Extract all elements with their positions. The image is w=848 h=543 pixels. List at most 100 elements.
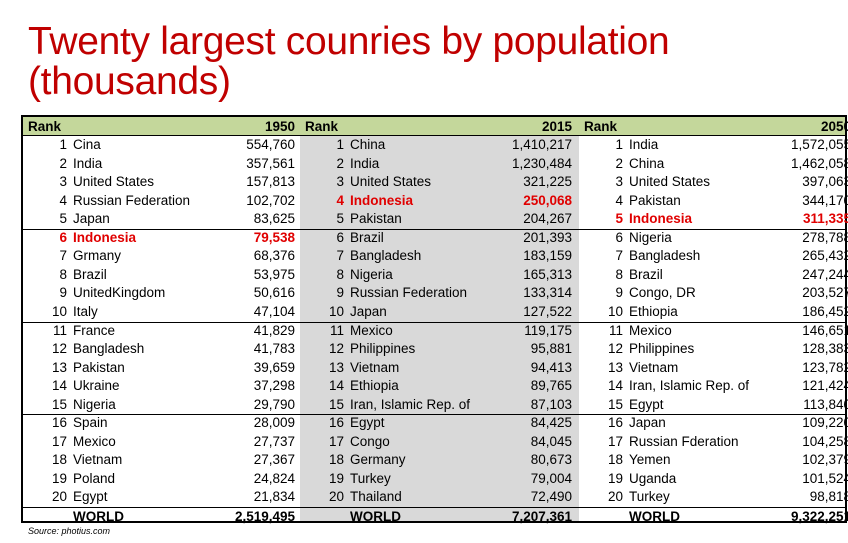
rank-cell: 9 <box>59 285 67 301</box>
country-cell: Thailand <box>350 489 402 505</box>
country-cell: Brazil <box>350 229 384 245</box>
table-row: 1 Cina 554,760 <box>23 136 295 155</box>
country-cell: Russian Federation <box>350 285 468 301</box>
rank-cell: 13 <box>328 359 344 375</box>
rank-cell: 8 <box>336 266 344 282</box>
rank-cell: 18 <box>51 452 67 468</box>
country-cell: Iran, Islamic Rep. of <box>350 396 471 412</box>
table-row: 7 Bangladesh 183,159 <box>300 247 572 266</box>
table-row: 11 France 41,829 <box>23 322 295 341</box>
country-cell: United States <box>350 174 432 190</box>
rank-cell: 18 <box>607 452 623 468</box>
table-row: 19 Turkey 79,004 <box>300 470 572 489</box>
country-cell: Bangladesh <box>629 248 701 264</box>
country-cell: Cina <box>73 137 101 152</box>
table-row: 3 United States 157,813 <box>23 173 295 192</box>
table-row: 5 Pakistan 204,267 <box>300 210 572 229</box>
rank-cell: 17 <box>328 433 344 449</box>
rank-cell: 8 <box>615 266 623 282</box>
rank-cell: 14 <box>51 378 67 394</box>
table-row: 6 Nigeria 278,788 <box>579 229 848 248</box>
table-row: 19 Uganda 101,524 <box>579 470 848 489</box>
country-cell: Philippines <box>350 341 416 357</box>
rank-cell: 17 <box>51 433 67 449</box>
table-row: 14 Iran, Islamic Rep. of 121,424 <box>579 377 848 396</box>
country-cell: India <box>350 155 380 171</box>
rank-cell: 18 <box>328 452 344 468</box>
table-row: 2 India 1,230,484 <box>300 155 572 174</box>
rank-cell: 6 <box>336 229 344 245</box>
population-cell: 79,004 <box>530 470 572 486</box>
population-cell: 357,561 <box>246 155 295 171</box>
table-row: 15 Egypt 113,840 <box>579 396 848 415</box>
rank-header: Rank <box>28 119 62 134</box>
population-cell: 95,881 <box>530 341 572 357</box>
population-cell: 133,314 <box>523 285 572 301</box>
rank-cell: 2 <box>336 155 344 171</box>
table-row: 16 Egypt 84,425 <box>300 414 572 433</box>
rank-cell: 4 <box>59 192 67 208</box>
table-row: 20 Thailand 72,490 <box>300 488 572 507</box>
table-header-row: Rank 1950 Rank 2015 Rank 2050 <box>23 117 848 136</box>
group-separator <box>23 321 845 323</box>
country-cell: Russian Fderation <box>629 433 739 449</box>
rank-cell: 16 <box>51 415 67 431</box>
table-row: 6 Indonesia 79,538 <box>23 229 295 248</box>
country-cell: France <box>73 322 116 338</box>
rank-cell: 11 <box>608 322 623 338</box>
rank-cell: 11 <box>52 322 67 338</box>
rank-cell: 9 <box>615 285 623 301</box>
rank-cell: 10 <box>607 303 623 319</box>
population-cell: 119,175 <box>524 322 572 338</box>
country-cell: Turkey <box>350 470 391 486</box>
country-cell: Italy <box>73 303 98 319</box>
rank-cell: 7 <box>336 248 344 264</box>
middle-column-shading <box>300 117 579 521</box>
population-cell: 203,527 <box>802 285 848 301</box>
rank-cell: 19 <box>607 470 623 486</box>
country-cell: Spain <box>73 415 108 431</box>
table-row: 20 Egypt 21,834 <box>23 488 295 507</box>
table-row: 10 Ethiopia 186,452 <box>579 303 848 322</box>
group-separator <box>23 414 845 416</box>
population-cell: 102,702 <box>246 192 295 208</box>
table-row: 9 UnitedKingdom 50,616 <box>23 284 295 303</box>
rank-cell: 14 <box>328 378 344 394</box>
population-cell: 204,267 <box>523 211 572 227</box>
population-cell: 121,424 <box>802 378 848 394</box>
population-cell: 165,313 <box>523 266 572 282</box>
population-cell: 397,063 <box>802 174 848 190</box>
population-table: Rank 1950 Rank 2015 Rank 2050 1 Cina 554,760 2 In… <box>21 115 848 524</box>
rank-cell: 3 <box>336 174 344 190</box>
table-row: 7 Grmany 68,376 <box>23 247 295 266</box>
year-header: 2050 <box>820 119 848 134</box>
country-cell: Mexico <box>73 433 116 449</box>
table-row: 11 Mexico 119,175 <box>300 322 572 341</box>
table-row: 5 Japan 83,625 <box>23 210 295 229</box>
population-cell: 1,572,055 <box>790 137 848 152</box>
country-cell: Russian Federation <box>73 192 191 208</box>
country-cell: Egypt <box>350 415 385 431</box>
rank-cell: 7 <box>59 248 67 264</box>
country-cell: Ethiopia <box>350 378 399 394</box>
rank-cell: 1 <box>336 137 344 152</box>
table-row: 18 Vietnam 27,367 <box>23 451 295 470</box>
table-row: 9 Congo, DR 203,527 <box>579 284 848 303</box>
table-row: 6 Brazil 201,393 <box>300 229 572 248</box>
table-row: 12 Philippines 95,881 <box>300 340 572 359</box>
table-row: 1 India 1,572,055 <box>579 136 848 155</box>
rank-cell: 5 <box>615 211 623 227</box>
population-cell: 1,410,217 <box>511 137 572 152</box>
table-row: 17 Congo 84,045 <box>300 433 572 452</box>
rank-cell: 17 <box>607 433 623 449</box>
world-label: WORLD <box>350 509 401 524</box>
population-cell: 101,524 <box>802 470 848 486</box>
country-cell: China <box>350 137 386 152</box>
country-cell: Iran, Islamic Rep. of <box>629 378 750 394</box>
table-row: 2 China 1,462,058 <box>579 155 848 174</box>
table-row: 14 Ethiopia 89,765 <box>300 377 572 396</box>
population-cell: 127,522 <box>523 303 572 319</box>
country-cell: Brazil <box>73 266 107 282</box>
country-cell: Pakistan <box>350 211 402 227</box>
rank-cell: 7 <box>615 248 623 264</box>
